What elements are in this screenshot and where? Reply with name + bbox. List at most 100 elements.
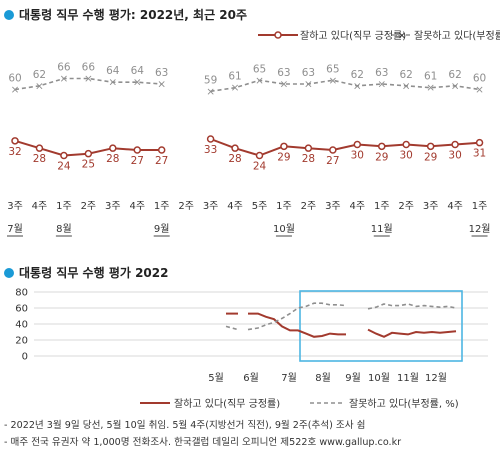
disapprove-point: × <box>157 79 166 91</box>
footnote-1: - 2022년 3월 9일 당선, 5월 10일 취임. 5월 4주(지방선거 … <box>4 420 366 431</box>
approve-point <box>426 142 435 151</box>
month-tick-label: 7월 <box>7 223 23 235</box>
month-tick-label: 6월 <box>243 372 259 384</box>
disapprove-point: × <box>108 77 117 89</box>
month-tick-label: 9월 <box>154 223 170 235</box>
disapprove-point: × <box>377 79 386 91</box>
bottom-title-text: 대통령 직무 수행 평가 2022 <box>19 266 169 280</box>
approve-point <box>84 149 93 158</box>
y-tick-label: 80 <box>15 288 28 299</box>
disapprove-value-label: 66 <box>57 62 71 74</box>
approve-value-label: 30 <box>400 150 413 162</box>
footnotes: - 2022년 3월 9일 당선, 5월 10일 취임. 5월 4주(지방선거 … <box>4 417 401 451</box>
month-tick-label: 11월 <box>371 223 393 235</box>
month-tick-label: 5월 <box>208 372 224 384</box>
highlight-box <box>299 290 463 362</box>
approve-point <box>157 146 166 154</box>
approve-point <box>353 140 362 149</box>
approve-point <box>402 140 410 149</box>
y-tick-label: 20 <box>15 336 28 347</box>
disapprove-value-label: 62 <box>351 69 364 81</box>
approve-value-label: 29 <box>277 151 290 163</box>
disapprove-value-label: 61 <box>424 71 437 83</box>
month-tick-label: 8월 <box>56 223 72 235</box>
approve-value-label: 24 <box>57 161 71 173</box>
disapprove-point: × <box>35 80 44 92</box>
series-1-segment-0 <box>225 325 239 331</box>
week-tick-label: 2주 <box>398 201 414 212</box>
disapprove-value-label: 65 <box>326 63 339 75</box>
month-tick-label: 12월 <box>469 223 491 235</box>
disapprove-value-label: 64 <box>106 65 120 77</box>
series-0-line-1 <box>210 138 480 157</box>
legend-approve-label: 잘하고 있다(직무 긍정률) <box>174 397 280 410</box>
disapprove-point: × <box>280 79 289 91</box>
disapprove-point: × <box>59 73 68 85</box>
week-tick-label: 3주 <box>7 201 23 212</box>
y-tick-label: 40 <box>15 320 28 331</box>
disapprove-point: × <box>84 73 93 85</box>
approve-value-label: 31 <box>473 148 486 160</box>
week-tick-label: 5주 <box>252 201 268 212</box>
disapprove-point: × <box>255 75 264 87</box>
disapprove-value-label: 60 <box>8 73 21 85</box>
disapprove-value-label: 65 <box>253 63 266 75</box>
approve-point <box>206 135 215 143</box>
y-tick-label: 0 <box>22 352 28 363</box>
approve-point <box>280 142 288 151</box>
top-chart-title: 대통령 직무 수행 평가: 2022년, 최근 20주 <box>4 6 247 23</box>
top-title-text: 대통령 직무 수행 평가: 2022년, 최근 20주 <box>19 8 248 22</box>
disapprove-value-label: 63 <box>277 67 290 79</box>
disapprove-point: × <box>426 82 435 94</box>
disapprove-value-label: 63 <box>155 67 168 79</box>
disapprove-point: × <box>206 86 215 98</box>
disapprove-point: × <box>11 84 20 96</box>
disapprove-value-label: 61 <box>228 71 241 83</box>
approve-point <box>60 151 68 160</box>
series-1-line-1 <box>210 79 480 93</box>
approve-point <box>451 140 459 149</box>
month-tick-label: 8월 <box>315 372 331 384</box>
approve-point <box>133 146 141 154</box>
week-tick-label: 1주 <box>374 201 390 212</box>
disapprove-value-label: 62 <box>33 69 46 81</box>
week-tick-label: 4주 <box>32 201 48 212</box>
series-1-line-0 <box>14 77 162 91</box>
approve-value-label: 24 <box>253 161 267 173</box>
approve-value-label: 25 <box>82 159 95 171</box>
week-tick-label: 4주 <box>129 201 145 212</box>
disapprove-value-label: 60 <box>473 73 486 85</box>
week-tick-label: 2주 <box>178 201 194 212</box>
approve-value-label: 28 <box>33 153 46 165</box>
legend-approve-marker <box>274 31 282 39</box>
approve-point <box>329 146 337 154</box>
disapprove-value-label: 66 <box>82 62 96 74</box>
series-0-segment-2 <box>367 328 457 338</box>
week-tick-label: 1주 <box>472 201 488 212</box>
disapprove-value-label: 59 <box>204 74 217 86</box>
disapprove-point: × <box>451 80 460 92</box>
month-tick-label: 10월 <box>368 372 390 384</box>
disapprove-value-label: 62 <box>400 69 413 81</box>
approve-point <box>231 144 239 152</box>
disapprove-point: × <box>475 84 484 96</box>
approve-point <box>109 144 117 152</box>
approve-point <box>475 138 484 147</box>
approve-value-label: 28 <box>228 153 241 165</box>
week-tick-label: 2주 <box>301 201 317 212</box>
week-tick-label: 2주 <box>81 201 97 212</box>
month-tick-label: 12월 <box>425 372 447 384</box>
series-1-segment-2 <box>367 303 457 310</box>
disapprove-point: × <box>304 79 313 91</box>
approve-value-label: 29 <box>375 151 388 163</box>
disapprove-value-label: 64 <box>131 65 145 77</box>
approve-value-label: 28 <box>106 153 119 165</box>
approve-value-label: 30 <box>351 150 364 162</box>
approve-point <box>304 144 313 152</box>
legend-disapprove-label: 잘못하고 있다(부정률, %) <box>414 29 500 42</box>
disapprove-value-label: 63 <box>302 67 315 79</box>
week-tick-label: 1주 <box>276 201 292 212</box>
disapprove-point: × <box>402 80 411 92</box>
footnote-2: - 매주 전국 유권자 약 1,000명 전화조사. 한국갤럽 데일리 오피니언… <box>4 437 402 448</box>
